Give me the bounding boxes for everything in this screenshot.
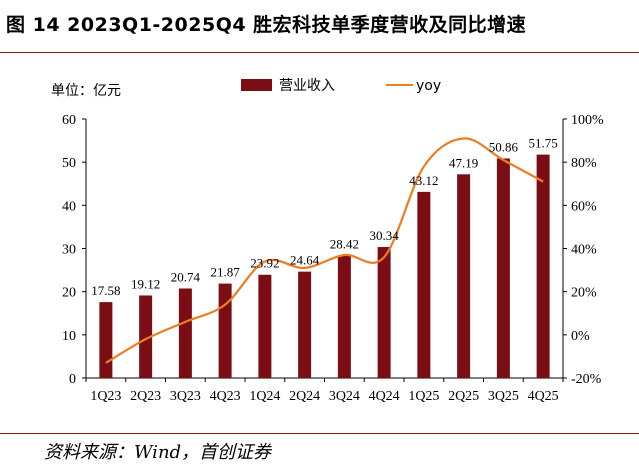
x-tick-label: 2Q25 <box>448 389 479 404</box>
x-tick-label: 4Q25 <box>528 389 559 404</box>
bar <box>377 247 391 378</box>
line-series <box>105 137 544 364</box>
bar <box>337 255 351 378</box>
bar <box>536 154 550 378</box>
bar-value-label: 30.34 <box>370 228 400 243</box>
bar-value-label: 43.12 <box>409 173 438 188</box>
bar-value-label: 28.42 <box>330 236 359 251</box>
source-note: 资料来源：Wind，首创证券 <box>44 442 272 463</box>
bar-value-label: 51.75 <box>529 136 558 151</box>
x-tick-label: 3Q23 <box>170 389 201 404</box>
title-divider <box>0 52 639 53</box>
bar-value-label: 23.92 <box>250 256 279 271</box>
axes: 0 10 20 30 40 50 60 -20% 0% 20% 40% 60% 80% 100% 1Q23 2… <box>62 113 604 404</box>
x-tick-label: 4Q24 <box>369 389 400 404</box>
bar <box>417 191 431 378</box>
bar-value-label: 17.58 <box>91 283 120 298</box>
data-labels: 17.58 19.12 20.74 21.87 23.92 24.64 28.42 30.34… <box>91 136 558 299</box>
bar-series <box>99 154 550 378</box>
y-right-tick-label: 60% <box>571 199 597 214</box>
y-right-tick-label: 40% <box>571 243 597 258</box>
x-tick-label: 1Q25 <box>408 389 439 404</box>
legend-label-line: yoy <box>416 78 441 94</box>
legend-swatch-bar <box>241 79 272 91</box>
source-divider <box>0 433 639 434</box>
bar-value-label: 24.64 <box>290 253 320 268</box>
unit-label: 单位：亿元 <box>51 83 121 99</box>
x-tick-label: 2Q24 <box>289 389 320 404</box>
x-tick-label: 4Q23 <box>210 389 241 404</box>
bar <box>178 288 192 378</box>
y-right-tick-label: 100% <box>571 113 604 128</box>
bar <box>99 302 113 378</box>
bar <box>139 295 153 378</box>
y-right-tick-label: -20% <box>571 372 602 387</box>
x-tick-label: 1Q24 <box>249 389 280 404</box>
bar <box>496 158 510 378</box>
figure-title: 图 14 2023Q1-2025Q4 胜宏科技单季度营收及同比增速 <box>6 14 527 36</box>
legend: 营业收入 yoy <box>241 78 441 94</box>
y-left-tick-label: 10 <box>62 329 76 344</box>
legend-label-bar: 营业收入 <box>279 78 335 94</box>
y-left-tick-label: 20 <box>62 286 76 301</box>
bar-value-label: 19.12 <box>131 276 160 291</box>
y-right-tick-label: 80% <box>571 156 597 171</box>
x-tick-label: 3Q24 <box>329 389 360 404</box>
y-right-tick-label: 20% <box>571 286 597 301</box>
bar <box>258 274 272 378</box>
y-left-tick-label: 40 <box>62 199 76 214</box>
bar-value-label: 50.86 <box>489 139 519 154</box>
y-left-tick-label: 30 <box>62 243 76 258</box>
bar <box>457 174 471 378</box>
x-tick-label: 2Q23 <box>130 389 161 404</box>
bar-value-label: 20.74 <box>171 269 201 284</box>
bar-value-label: 47.19 <box>449 155 478 170</box>
x-tick-label: 1Q23 <box>90 389 121 404</box>
y-left-tick-label: 50 <box>62 156 76 171</box>
y-right-tick-label: 0% <box>571 329 590 344</box>
bar-value-label: 21.87 <box>211 265 241 280</box>
y-left-tick-label: 60 <box>62 113 76 128</box>
bar <box>298 271 312 378</box>
x-tick-label: 3Q25 <box>488 389 519 404</box>
bar <box>218 283 232 378</box>
y-left-tick-label: 0 <box>69 372 76 387</box>
yoy-line <box>105 137 544 364</box>
